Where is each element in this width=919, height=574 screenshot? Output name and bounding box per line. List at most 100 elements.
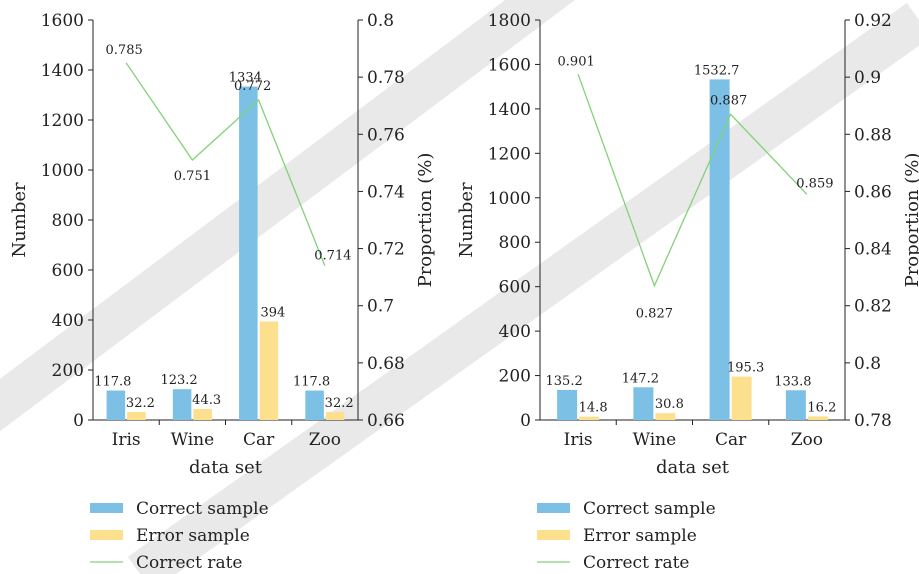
data-label-error: 30.8	[655, 397, 684, 412]
x-tick-label: Zoo	[309, 430, 341, 450]
bar-error-sample	[655, 413, 676, 420]
y2-tick-label: 0.74	[367, 182, 405, 202]
y2-tick-label: 0.84	[854, 240, 892, 260]
bar-correct-sample	[172, 389, 192, 420]
legend-label: Correct sample	[583, 499, 716, 519]
y2-axis-title: Proportion (%)	[415, 153, 436, 288]
bar-correct-sample	[106, 390, 126, 420]
y2-tick-label: 0.8	[367, 11, 394, 31]
y-tick-label: 1000	[488, 189, 531, 209]
y2-tick-label: 0.68	[367, 354, 405, 374]
legend-label: Correct rate	[136, 553, 242, 573]
x-tick-label: Wine	[633, 430, 677, 450]
data-label-rate: 0.714	[314, 249, 351, 264]
bar-correct-sample	[633, 387, 654, 420]
y-tick-label: 400	[499, 322, 531, 342]
y2-tick-label: 0.86	[854, 182, 892, 202]
data-label-correct: 147.2	[622, 371, 659, 386]
data-label-rate: 0.772	[234, 79, 271, 94]
data-label-rate: 0.859	[796, 176, 833, 191]
data-label-correct: 133.8	[774, 374, 811, 389]
y2-tick-label: 0.88	[854, 125, 892, 145]
x-tick-label: Iris	[564, 430, 593, 450]
y-tick-label: 1400	[41, 61, 84, 81]
legend-label: Error sample	[583, 526, 697, 546]
data-label-correct: 117.8	[94, 375, 131, 390]
line-correct-rate	[125, 62, 326, 266]
bar-error-sample	[731, 376, 752, 420]
data-label-error: 16.2	[807, 400, 836, 415]
bar-error-sample	[127, 411, 146, 420]
y-tick-label: 800	[499, 233, 531, 253]
y-tick-label: 1600	[41, 11, 84, 31]
data-label-rate: 0.751	[174, 169, 211, 184]
y2-axis-title: Proportion (%)	[902, 153, 919, 288]
y-tick-label: 1200	[488, 144, 531, 164]
y2-tick-label: 0.7	[367, 297, 394, 317]
y-tick-label: 200	[52, 361, 84, 381]
y2-tick-label: 0.76	[367, 125, 405, 145]
y2-tick-label: 0.78	[367, 68, 405, 88]
bar-error-sample	[579, 416, 600, 420]
y-tick-label: 800	[52, 211, 84, 231]
y-tick-label: 400	[52, 311, 84, 331]
data-label-correct: 1532.7	[694, 63, 740, 78]
bar-correct-sample	[239, 86, 258, 420]
x-tick-label: Car	[715, 430, 747, 450]
y-tick-label: 200	[499, 367, 531, 387]
y2-tick-label: 0.78	[854, 411, 892, 431]
legend-swatch-error	[90, 530, 123, 540]
y2-tick-label: 0.92	[854, 11, 892, 31]
line-correct-rate	[577, 74, 808, 288]
x-tick-label: Zoo	[791, 430, 823, 450]
bar-correct-sample	[785, 390, 806, 420]
bar-error-sample	[193, 408, 212, 420]
y-tick-label: 1600	[488, 55, 531, 75]
chart-left: 0 200 400 600 800 1000 1200 1400 1600 0.66 0.68 0.7…	[9, 11, 436, 573]
legend-swatch-correct	[537, 503, 570, 513]
y-tick-label: 1000	[41, 161, 84, 181]
legend-swatch-correct	[90, 503, 123, 513]
data-label-rate: 0.827	[636, 307, 673, 322]
y2-tick-label: 0.8	[854, 354, 881, 374]
bar-error-sample	[259, 321, 279, 420]
bar-correct-sample	[709, 79, 730, 421]
bar-correct-sample	[557, 389, 578, 420]
data-label-rate: 0.887	[710, 93, 747, 108]
data-label-error: 394	[260, 306, 285, 321]
y2-tick-label: 0.66	[367, 411, 405, 431]
data-label-correct: 117.8	[293, 375, 330, 390]
data-label-error: 195.3	[727, 361, 764, 376]
y-tick-label: 600	[499, 278, 531, 298]
data-label-error: 14.8	[579, 401, 608, 416]
bar-error-sample	[807, 416, 828, 420]
y2-tick-label: 0.82	[854, 297, 892, 317]
data-label-error: 44.3	[192, 393, 221, 408]
data-label-error: 32.2	[325, 396, 354, 411]
data-label-correct: 123.2	[160, 373, 197, 388]
y2-tick-label: 0.9	[854, 68, 881, 88]
data-label-correct: 1334	[229, 71, 262, 86]
x-axis-title: data set	[656, 457, 730, 478]
x-tick-label: Iris	[112, 430, 141, 450]
y-axis-title: Number	[456, 182, 477, 258]
x-tick-label: Wine	[171, 430, 215, 450]
y-tick-label: 1400	[488, 100, 531, 120]
watermark-band	[0, 0, 575, 432]
y-tick-label: 1200	[41, 111, 84, 131]
legend-label: Correct sample	[136, 499, 269, 519]
bar-correct-sample	[305, 390, 324, 420]
y-tick-label: 600	[52, 261, 84, 281]
data-label-error: 32.2	[126, 396, 155, 411]
data-label-correct: 135.2	[546, 374, 583, 389]
legend-label: Correct rate	[583, 553, 689, 573]
y-tick-label: 0	[73, 411, 84, 431]
bar-error-sample	[325, 411, 345, 420]
chart-right: 0 200 400 600 800 1000 1200 1400 1600 1800 0.78 0.8…	[456, 11, 919, 573]
y2-tick-label: 0.72	[367, 240, 405, 260]
legend-swatch-error	[537, 530, 570, 540]
y-tick-label: 0	[520, 411, 531, 431]
legend-label: Error sample	[136, 526, 250, 546]
